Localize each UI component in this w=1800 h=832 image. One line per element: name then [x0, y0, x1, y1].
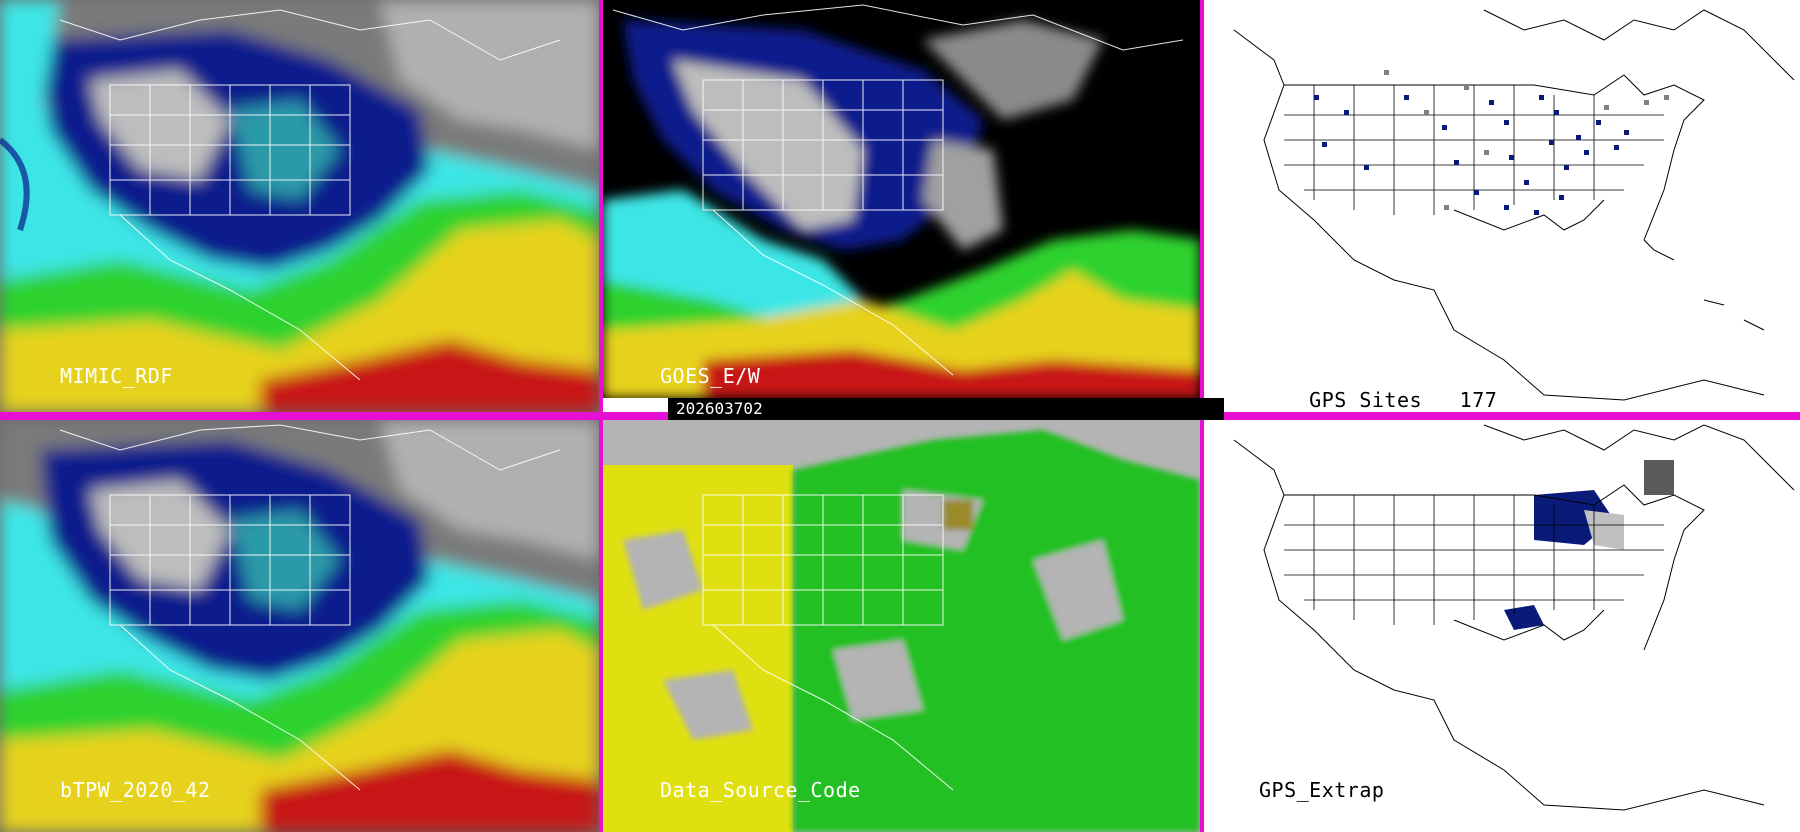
coastline-outline	[1233, 9, 1795, 401]
gps-sites-count: 177	[1459, 388, 1498, 412]
gps-extrap-panel: GPS_Extrap	[1204, 420, 1800, 832]
btpw-label: bTPW_2020_42	[60, 778, 211, 802]
data-source-code-map	[603, 420, 1200, 832]
gps-sites-panel: GPS Sites 177	[1204, 0, 1800, 412]
state-boundaries	[59, 424, 561, 791]
mimic-rdf-label: MIMIC_RDF	[60, 364, 173, 388]
coastline-outline	[1233, 424, 1795, 811]
btpw-map	[0, 420, 599, 832]
data-source-code-panel: Data_Source_Code	[603, 420, 1200, 832]
goes-ew-map	[603, 0, 1200, 398]
gps-sites-map	[1204, 0, 1800, 412]
gps-site-markers	[1314, 95, 1629, 215]
state-lines	[1284, 85, 1664, 215]
mimic-rdf-panel: MIMIC_RDF	[0, 0, 599, 412]
gps-extrap-label: GPS_Extrap	[1259, 778, 1385, 802]
gps-sites-title: GPS Sites	[1309, 388, 1423, 412]
state-lines	[1284, 495, 1664, 625]
state-boundaries	[612, 4, 1184, 376]
goes-ew-label: GOES_E/W	[660, 364, 761, 388]
gps-site-markers-gray	[1384, 70, 1669, 210]
timestamp-text: 202603702	[676, 399, 763, 418]
goes-ew-panel: GOES_E/W	[603, 0, 1200, 398]
data-source-code-label: Data_Source_Code	[660, 778, 861, 802]
state-boundaries	[702, 494, 954, 791]
state-boundaries	[59, 9, 561, 381]
timestamp-bar: 202603702	[668, 398, 1224, 420]
btpw-panel: bTPW_2020_42	[0, 420, 599, 832]
gps-extrap-map	[1204, 420, 1800, 832]
mimic-rdf-map	[0, 0, 599, 412]
gps-sites-label: GPS Sites 177	[1259, 364, 1497, 412]
